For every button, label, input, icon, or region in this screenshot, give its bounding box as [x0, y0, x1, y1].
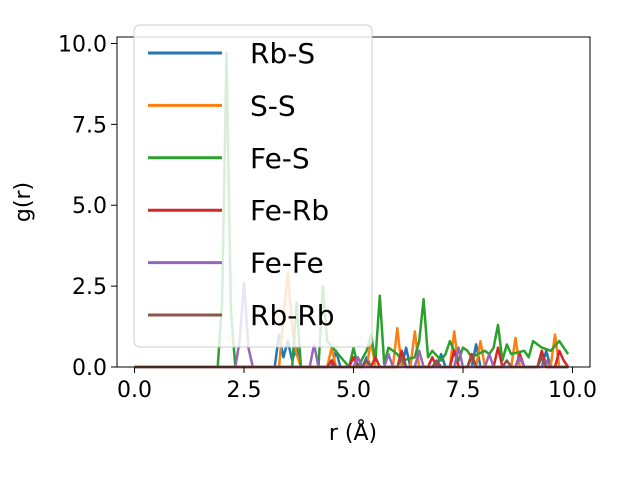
legend-label-fe-fe: Fe-Fe	[250, 247, 324, 280]
x-axis-title: r (Å)	[329, 419, 377, 446]
y-tick-label: 5.0	[72, 194, 107, 219]
x-tick-label: 0.0	[117, 378, 152, 403]
y-axis: 0.0 2.5 5.0 7.5 10.0	[58, 32, 117, 381]
legend: Rb-S S-S Fe-S Fe-Rb Fe-Fe Rb-Rb	[133, 24, 373, 348]
legend-label-rb-rb: Rb-Rb	[250, 299, 335, 332]
y-tick-label: 2.5	[72, 275, 107, 300]
x-axis: 0.0 2.5 5.0 7.5 10.0	[117, 367, 597, 403]
y-tick-label: 10.0	[58, 32, 107, 57]
legend-label-fe-rb: Fe-Rb	[250, 194, 329, 227]
x-tick-label: 2.5	[227, 378, 262, 403]
legend-label-rb-s: Rb-S	[250, 37, 315, 70]
y-tick-label: 7.5	[72, 113, 107, 138]
x-tick-label: 10.0	[548, 378, 597, 403]
legend-label-fe-s: Fe-S	[250, 142, 310, 175]
y-axis-title: g(r)	[11, 182, 36, 222]
x-tick-label: 5.0	[336, 378, 371, 403]
legend-label-s-s: S-S	[250, 89, 296, 122]
y-tick-label: 0.0	[72, 356, 107, 381]
x-tick-label: 7.5	[445, 378, 480, 403]
